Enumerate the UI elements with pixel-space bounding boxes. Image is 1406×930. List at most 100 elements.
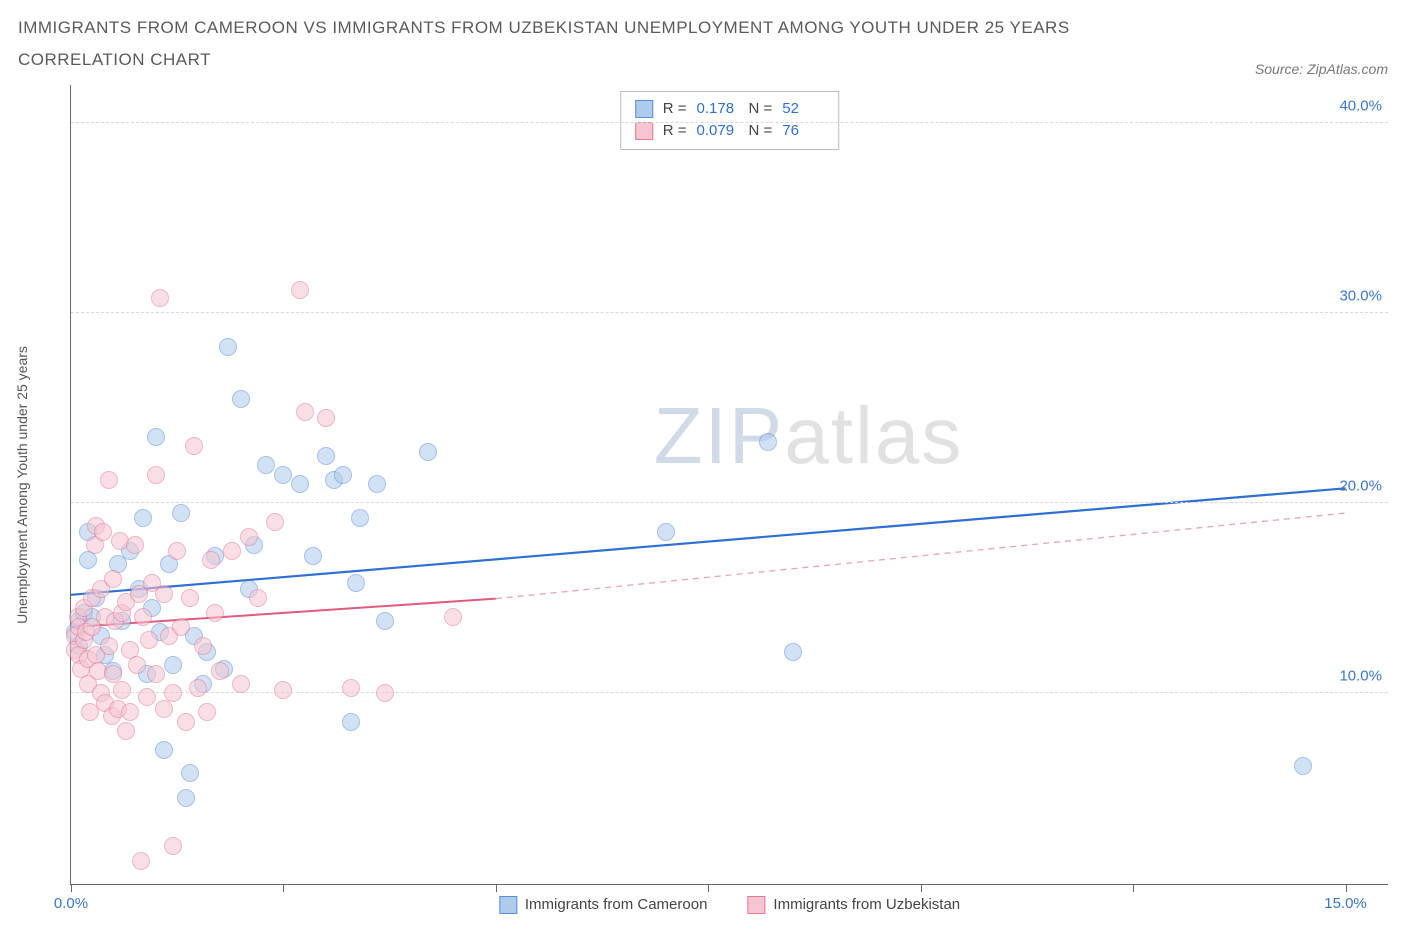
- point-uzbekistan: [117, 722, 135, 740]
- y-tick-label: 40.0%: [1339, 97, 1382, 114]
- legend-label-cameroon: Immigrants from Cameroon: [525, 896, 708, 913]
- point-uzbekistan: [100, 637, 118, 655]
- plot-area: ZIPatlas R = 0.178 N = 52 R = 0.079 N = …: [70, 85, 1388, 885]
- point-cameroon: [347, 574, 365, 592]
- point-cameroon: [784, 643, 802, 661]
- point-uzbekistan: [223, 542, 241, 560]
- point-cameroon: [177, 789, 195, 807]
- point-cameroon: [317, 447, 335, 465]
- point-uzbekistan: [140, 631, 158, 649]
- point-uzbekistan: [132, 852, 150, 870]
- point-cameroon: [342, 713, 360, 731]
- point-uzbekistan: [266, 513, 284, 531]
- watermark-rest: atlas: [784, 391, 963, 480]
- point-uzbekistan: [104, 570, 122, 588]
- trend-lines-svg: [71, 85, 1388, 884]
- x-tick: [283, 884, 284, 892]
- point-uzbekistan: [274, 681, 292, 699]
- gridline: [71, 692, 1388, 693]
- point-cameroon: [368, 475, 386, 493]
- point-uzbekistan: [128, 656, 146, 674]
- r-label-2: R =: [663, 120, 687, 143]
- x-tick: [496, 884, 497, 892]
- r-value-cameroon: 0.178: [697, 98, 739, 121]
- point-uzbekistan: [211, 662, 229, 680]
- gridline: [71, 122, 1388, 123]
- point-uzbekistan: [194, 637, 212, 655]
- x-tick-label: 0.0%: [54, 895, 88, 912]
- point-cameroon: [1294, 757, 1312, 775]
- point-uzbekistan: [317, 409, 335, 427]
- point-uzbekistan: [121, 703, 139, 721]
- point-cameroon: [181, 764, 199, 782]
- y-tick-label: 20.0%: [1339, 478, 1382, 495]
- watermark: ZIPatlas: [654, 390, 963, 482]
- point-cameroon: [172, 504, 190, 522]
- point-uzbekistan: [147, 665, 165, 683]
- title-line2: CORRELATION CHART: [18, 50, 211, 69]
- legend-swatch-cameroon: [499, 896, 517, 914]
- point-cameroon: [257, 456, 275, 474]
- bottom-legend: Immigrants from Cameroon Immigrants from…: [499, 896, 960, 914]
- x-tick: [1346, 884, 1347, 892]
- point-uzbekistan: [168, 542, 186, 560]
- point-uzbekistan: [185, 437, 203, 455]
- gridline: [71, 502, 1388, 503]
- x-tick: [71, 884, 72, 892]
- point-uzbekistan: [198, 703, 216, 721]
- x-tick: [921, 884, 922, 892]
- point-cameroon: [334, 466, 352, 484]
- point-cameroon: [351, 509, 369, 527]
- point-uzbekistan: [113, 681, 131, 699]
- point-cameroon: [376, 612, 394, 630]
- point-uzbekistan: [291, 281, 309, 299]
- title-line1: IMMIGRANTS FROM CAMEROON VS IMMIGRANTS F…: [18, 18, 1070, 37]
- swatch-uzbekistan: [635, 122, 653, 140]
- n-label: N =: [749, 98, 773, 121]
- legend-item-cameroon: Immigrants from Cameroon: [499, 896, 708, 914]
- point-cameroon: [232, 390, 250, 408]
- point-cameroon: [219, 338, 237, 356]
- point-uzbekistan: [147, 466, 165, 484]
- point-uzbekistan: [164, 837, 182, 855]
- x-tick-label: 15.0%: [1324, 895, 1367, 912]
- point-uzbekistan: [296, 403, 314, 421]
- swatch-cameroon: [635, 100, 653, 118]
- point-uzbekistan: [177, 713, 195, 731]
- legend-swatch-uzbekistan: [747, 896, 765, 914]
- point-uzbekistan: [164, 684, 182, 702]
- point-uzbekistan: [444, 608, 462, 626]
- gridline: [71, 312, 1388, 313]
- r-value-uzbekistan: 0.079: [697, 120, 739, 143]
- point-uzbekistan: [94, 523, 112, 541]
- point-uzbekistan: [181, 589, 199, 607]
- n-value-cameroon: 52: [782, 98, 824, 121]
- point-cameroon: [274, 466, 292, 484]
- y-tick-label: 30.0%: [1339, 287, 1382, 304]
- r-label: R =: [663, 98, 687, 121]
- point-uzbekistan: [100, 471, 118, 489]
- point-cameroon: [147, 428, 165, 446]
- point-cameroon: [759, 433, 777, 451]
- point-cameroon: [164, 656, 182, 674]
- n-label-2: N =: [749, 120, 773, 143]
- point-uzbekistan: [151, 289, 169, 307]
- x-tick: [708, 884, 709, 892]
- stats-row-cameroon: R = 0.178 N = 52: [635, 98, 825, 121]
- point-cameroon: [304, 547, 322, 565]
- point-uzbekistan: [134, 608, 152, 626]
- stats-row-uzbekistan: R = 0.079 N = 76: [635, 120, 825, 143]
- legend-label-uzbekistan: Immigrants from Uzbekistan: [773, 896, 960, 913]
- n-value-uzbekistan: 76: [782, 120, 824, 143]
- point-uzbekistan: [376, 684, 394, 702]
- point-cameroon: [657, 523, 675, 541]
- point-uzbekistan: [172, 618, 190, 636]
- point-uzbekistan: [155, 585, 173, 603]
- point-uzbekistan: [202, 551, 220, 569]
- point-uzbekistan: [240, 528, 258, 546]
- point-cameroon: [291, 475, 309, 493]
- chart-title: IMMIGRANTS FROM CAMEROON VS IMMIGRANTS F…: [18, 12, 1070, 77]
- point-cameroon: [134, 509, 152, 527]
- chart-container: Unemployment Among Youth under 25 years …: [18, 85, 1388, 885]
- point-uzbekistan: [138, 688, 156, 706]
